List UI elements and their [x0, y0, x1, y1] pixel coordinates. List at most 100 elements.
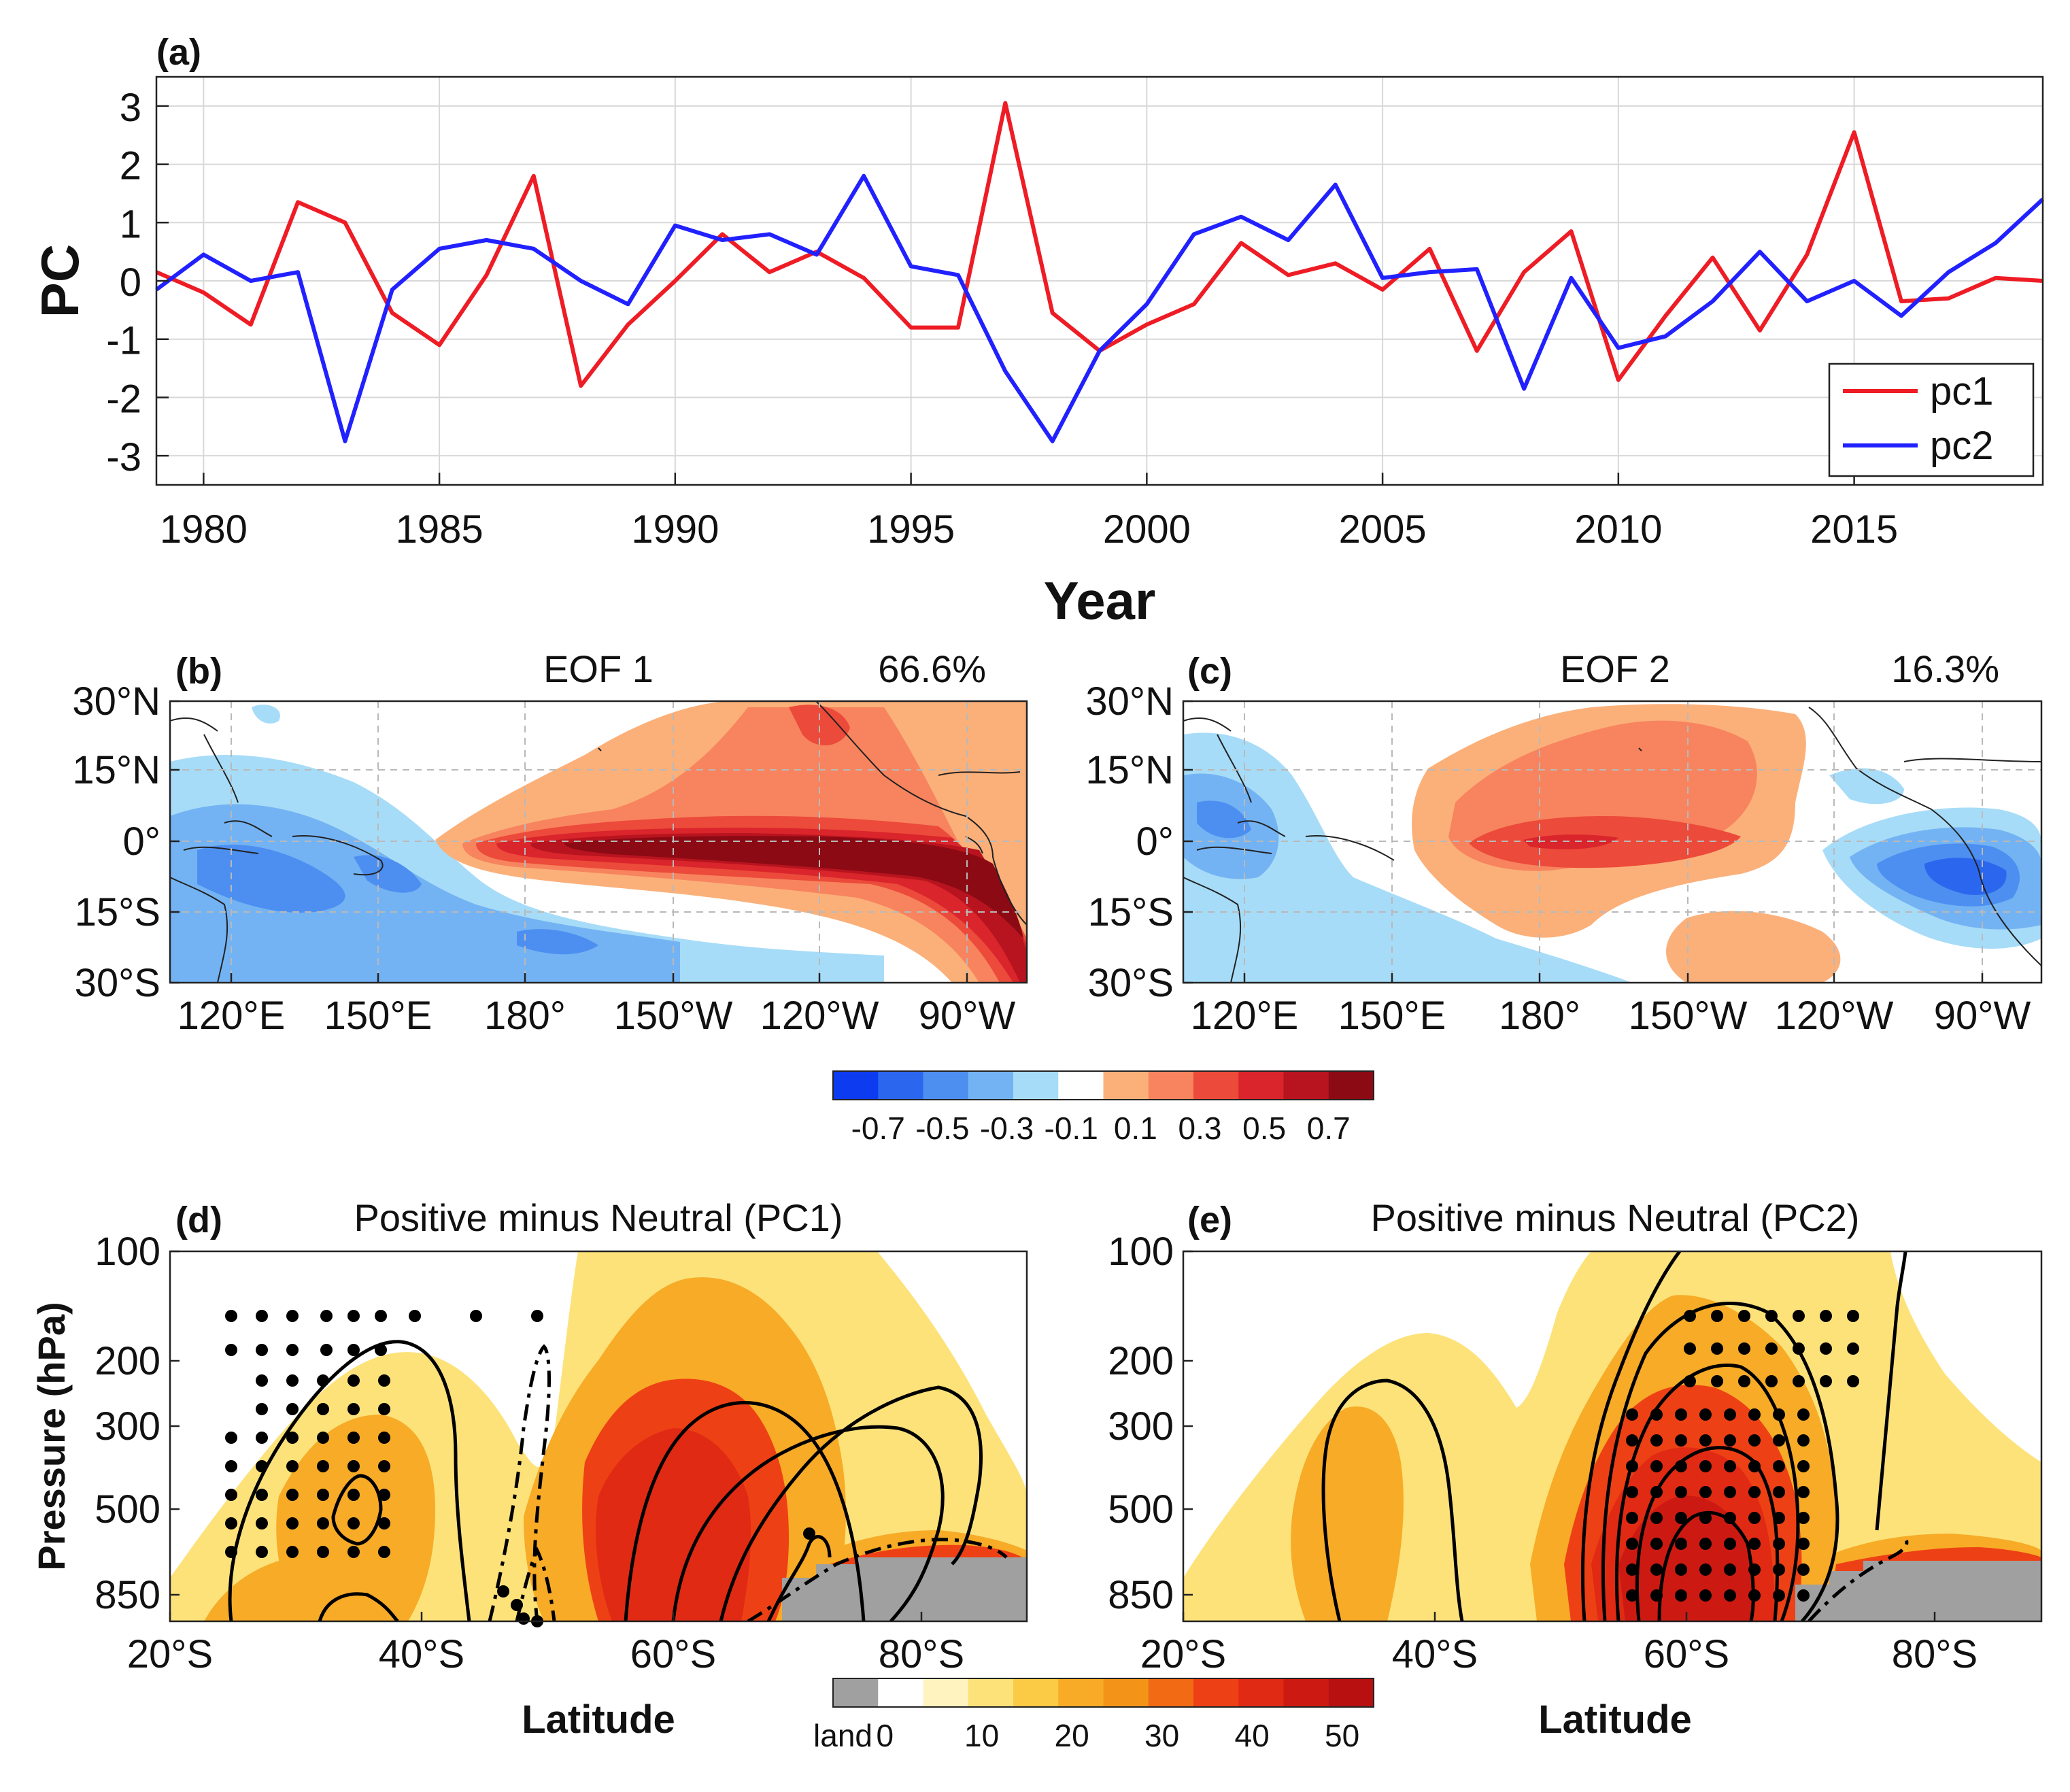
d-sig-dot-24	[378, 1403, 390, 1415]
panel-d-significance-dots	[225, 1310, 815, 1627]
eof-colorbar-label-3: -0.1	[1045, 1111, 1098, 1146]
eof-colorbar-bin-5	[1058, 1071, 1104, 1100]
wind-colorbar-bin-1	[878, 1678, 923, 1707]
e-sig-dot-73	[1724, 1563, 1736, 1576]
e-sig-dot-55	[1675, 1512, 1687, 1524]
wind-colorbar-bin-5	[1058, 1678, 1104, 1707]
e-sig-dot-56	[1699, 1512, 1712, 1524]
eof-colorbar-bin-11	[1328, 1071, 1374, 1100]
d-sig-dot-59	[803, 1527, 815, 1540]
a-ytick-label-6: -3	[106, 435, 141, 479]
e-sig-dot-82	[1748, 1589, 1761, 1602]
e-ytick-label-3: 500	[1108, 1487, 1174, 1532]
d-sig-dot-33	[286, 1460, 299, 1472]
panel-d-xticks: 20°S 40°S 60°S 80°S	[127, 1612, 964, 1676]
e-sig-dot-10	[1765, 1342, 1778, 1355]
panel-b: (b) EOF 1 66.6% 30°N 15°N 0° 15°S 30°S 120°E…	[72, 647, 1028, 1038]
d-ytick-label-4: 850	[95, 1573, 160, 1617]
d-sig-dot-21	[286, 1403, 299, 1415]
panel-d-title: Positive minus Neutral (PC1)	[354, 1196, 843, 1239]
eof-colorbar-bin-9	[1238, 1071, 1284, 1100]
c-ytick-label-2: 0°	[1136, 819, 1174, 864]
d-xtick-label-2: 60°S	[630, 1632, 716, 1676]
legend-pc2-label: pc2	[1930, 424, 1994, 468]
d-sig-dot-20	[256, 1403, 268, 1415]
d-sig-dot-27	[286, 1432, 299, 1444]
a-xtick-label-6: 2010	[1574, 507, 1662, 552]
wind-colorbar: land 0 10 20 30 40 50	[813, 1678, 1374, 1753]
panel-b-title: EOF 1	[543, 647, 654, 690]
a-xtick-label-2: 1990	[631, 507, 719, 552]
d-sig-dot-6	[409, 1310, 421, 1322]
d-sig-dot-36	[378, 1460, 390, 1472]
e-sig-dot-17	[1765, 1375, 1778, 1387]
e-sig-dot-21	[1626, 1408, 1638, 1421]
d-sig-dot-32	[256, 1460, 268, 1472]
d-sig-dot-30	[378, 1432, 390, 1444]
wind-colorbar-bin-6	[1103, 1678, 1149, 1707]
d-sig-dot-26	[256, 1432, 268, 1444]
e-sig-dot-78	[1650, 1589, 1663, 1602]
e-sig-dot-36	[1797, 1434, 1810, 1447]
d-sig-dot-13	[347, 1344, 360, 1356]
e-sig-dot-19	[1820, 1375, 1832, 1387]
panel-e-xlabel: Latitude	[1538, 1697, 1692, 1742]
e-sig-dot-79	[1675, 1589, 1687, 1602]
e-sig-dot-57	[1724, 1512, 1736, 1524]
d-ytick-label-2: 300	[95, 1404, 160, 1449]
d-sig-dot-8	[531, 1310, 543, 1322]
e-sig-dot-39	[1675, 1460, 1687, 1472]
e-sig-dot-64	[1699, 1538, 1712, 1550]
panel-e: (e) Positive minus Neutral (PC2) 100 200 3…	[1108, 1196, 2043, 1742]
panel-b-variance: 66.6%	[878, 647, 986, 690]
d-sig-dot-34	[317, 1460, 329, 1472]
e-sig-dot-3	[1765, 1310, 1778, 1322]
d-sig-dot-37	[225, 1489, 237, 1501]
panel-a-yticks: 3 2 1 0 -1 -2 -3	[106, 86, 169, 479]
d-sig-dot-53	[347, 1546, 360, 1558]
panel-e-xticks: 20°S 40°S 60°S 80°S	[1140, 1612, 1978, 1676]
b-ytick-label-2: 0°	[123, 819, 160, 864]
eof-colorbar-bin-4	[1013, 1071, 1059, 1100]
d-sig-dot-43	[225, 1517, 237, 1529]
d-sig-dot-47	[347, 1517, 360, 1529]
d-sig-dot-12	[320, 1344, 333, 1356]
wind-colorbar-label-5: 50	[1325, 1718, 1359, 1753]
e-sig-dot-75	[1773, 1563, 1785, 1576]
d-sig-dot-41	[347, 1489, 360, 1501]
d-sig-dot-52	[317, 1546, 329, 1558]
e-sig-dot-60	[1797, 1512, 1810, 1524]
b-xtick-label-4: 120°W	[760, 994, 879, 1038]
b-ytick-label-3: 15°S	[75, 890, 160, 934]
e-sig-dot-30	[1650, 1434, 1663, 1447]
d-sig-dot-7	[470, 1310, 482, 1322]
b-ytick-label-1: 15°N	[72, 748, 160, 792]
d-sig-dot-1	[256, 1310, 268, 1322]
e-sig-dot-72	[1699, 1563, 1712, 1576]
wind-colorbar-bin-3	[968, 1678, 1014, 1707]
c-xtick-label-2: 180°	[1499, 994, 1580, 1038]
d-sig-dot-11	[286, 1344, 299, 1356]
panel-c-title: EOF 2	[1560, 647, 1670, 690]
e-sig-dot-7	[1684, 1342, 1696, 1355]
wind-colorbar-bin-9	[1238, 1678, 1284, 1707]
wind-colorbar-label-3: 30	[1144, 1718, 1179, 1753]
panel-d-ylabel: Pressure (hPa)	[30, 1302, 73, 1570]
e-sig-dot-9	[1738, 1342, 1750, 1355]
e-sig-dot-20	[1847, 1375, 1859, 1387]
panel-c-xticks: 120°E 150°E 180° 150°W 120°W 90°W	[1191, 973, 2031, 1038]
e-sig-dot-58	[1748, 1512, 1761, 1524]
wind-colorbar-frame	[832, 1678, 1374, 1708]
panel-b-xticks: 120°E 150°E 180° 150°W 120°W 90°W	[177, 973, 1015, 1038]
e-sig-dot-68	[1797, 1538, 1810, 1550]
c-xtick-label-1: 150°E	[1338, 994, 1446, 1038]
e-ytick-label-4: 850	[1108, 1573, 1174, 1617]
d-sig-dot-28	[317, 1432, 329, 1444]
e-sig-dot-27	[1773, 1408, 1785, 1421]
e-sig-dot-41	[1724, 1460, 1736, 1472]
e-sig-dot-77	[1626, 1589, 1638, 1602]
e-sig-dot-84	[1797, 1589, 1810, 1602]
wind-colorbar-land-label: land	[813, 1718, 872, 1753]
panel-d-field	[170, 1251, 1027, 1621]
panel-a-legend: pc1 pc2	[1828, 362, 2035, 477]
